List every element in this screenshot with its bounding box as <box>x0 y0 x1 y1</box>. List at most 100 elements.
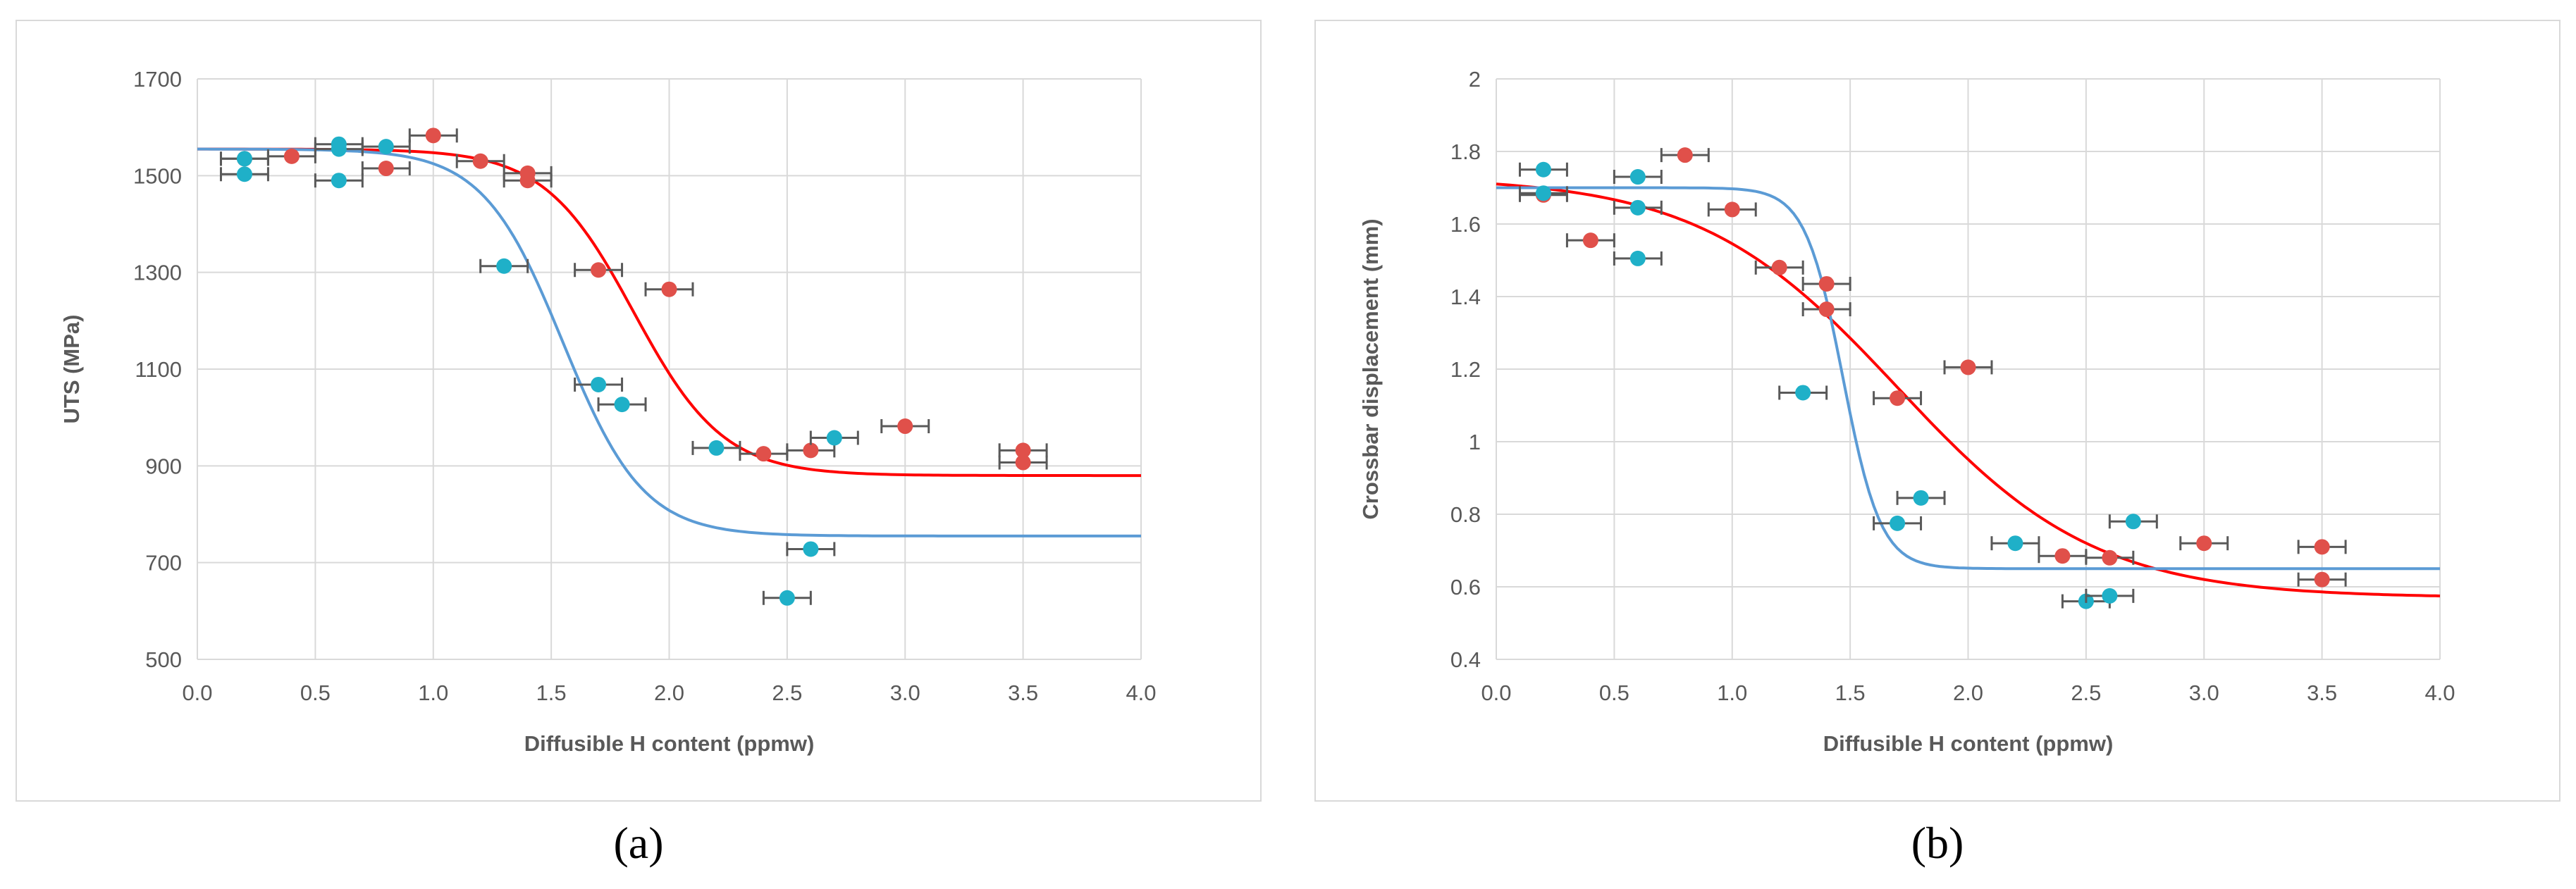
data-point-red <box>2196 535 2212 552</box>
data-point-red <box>2314 539 2330 555</box>
x-tick-label: 0.0 <box>1481 680 1511 705</box>
data-point-blue <box>331 141 347 157</box>
x-axis-title: Diffusible H content (ppmw) <box>1823 731 2114 756</box>
data-point-blue <box>1535 185 1551 201</box>
data-point-blue <box>2007 535 2023 552</box>
data-point-blue <box>1913 490 1929 506</box>
y-tick-label: 1.8 <box>1450 139 1481 164</box>
data-point-blue <box>708 440 725 456</box>
x-tick-label: 2.0 <box>1953 680 1983 705</box>
series-red <box>219 128 1048 471</box>
x-tick-label: 3.0 <box>890 680 920 705</box>
fit-curves <box>1496 182 2441 597</box>
data-point-red <box>1818 301 1835 318</box>
x-tick-label: 2.5 <box>2071 680 2101 705</box>
data-point-blue <box>331 173 347 189</box>
data-point-blue <box>1629 199 1646 216</box>
x-tick-label: 1.5 <box>1835 680 1866 705</box>
chart-panel-a: 0.0 0.5 1.0 1.5 2.0 2.5 3.0 3.5 4.0 500 700 900 1100… <box>16 20 1262 802</box>
x-tick-label: 1.0 <box>418 680 448 705</box>
crossbar-displacement-chart: 0.0 0.5 1.0 1.5 2.0 2.5 3.0 3.5 4.0 0.4 0.6 0.8 1 1.2… <box>1358 67 2455 756</box>
data-point-red <box>1015 454 1031 471</box>
gridlines <box>197 78 1142 660</box>
y-tick-label: 1700 <box>133 67 182 92</box>
y-tick-label: 2 <box>1469 67 1481 92</box>
data-point-blue <box>826 430 842 446</box>
data-point-red <box>803 442 819 459</box>
data-point-red <box>1960 359 1976 375</box>
data-point-red <box>1890 390 1906 406</box>
data-point-red <box>1582 232 1598 249</box>
data-point-red <box>1677 147 1693 163</box>
data-point-blue <box>1535 161 1551 178</box>
y-tick-label: 1.2 <box>1450 357 1481 382</box>
y-tick-label: 1.4 <box>1450 285 1481 309</box>
x-tick-label: 3.5 <box>2307 680 2337 705</box>
data-point-red <box>1771 259 1787 275</box>
blue-fit-curve <box>1496 186 2440 571</box>
data-point-red <box>1015 442 1031 459</box>
data-point-red <box>591 262 607 278</box>
data-point-blue <box>779 590 795 606</box>
data-point-blue <box>236 166 252 182</box>
caption-a: (a) <box>613 818 664 868</box>
y-tick-label: 500 <box>145 647 182 672</box>
data-point-red <box>283 148 300 164</box>
y-tick-labels: 500 700 900 1100 1300 1500 1700 <box>133 67 182 672</box>
series-red <box>1518 147 2347 588</box>
y-axis-title: UTS (MPa) <box>59 315 84 424</box>
x-tick-label: 3.5 <box>1008 680 1038 705</box>
y-tick-label: 0.8 <box>1450 502 1481 527</box>
uts-chart: 0.0 0.5 1.0 1.5 2.0 2.5 3.0 3.5 4.0 500 700 900 1100… <box>59 67 1157 756</box>
data-point-red <box>2102 549 2118 566</box>
y-tick-label: 1500 <box>133 163 182 188</box>
x-tick-label: 0.5 <box>1599 680 1629 705</box>
data-point-blue <box>1795 385 1811 401</box>
blue-fit-curve <box>197 147 1141 537</box>
caption-b: (b) <box>1911 818 1964 868</box>
y-tick-label: 1300 <box>133 261 182 285</box>
data-point-red <box>472 153 488 169</box>
data-point-blue <box>496 258 512 274</box>
data-point-red <box>756 446 772 462</box>
chart-panel-b: 0.0 0.5 1.0 1.5 2.0 2.5 3.0 3.5 4.0 0.4 0.6 0.8 1 1.2… <box>1314 20 2560 802</box>
x-tick-label: 4.0 <box>1126 680 1156 705</box>
data-point-red <box>519 173 536 189</box>
x-tick-label: 1.5 <box>536 680 567 705</box>
data-point-red <box>378 161 394 177</box>
y-tick-label: 0.6 <box>1450 575 1481 599</box>
data-point-red <box>897 418 913 435</box>
x-tick-label: 2.5 <box>772 680 802 705</box>
data-point-blue <box>803 541 819 557</box>
data-point-blue <box>236 151 252 167</box>
data-point-blue <box>1629 169 1646 185</box>
x-tick-label: 3.0 <box>2189 680 2219 705</box>
x-tick-labels: 0.0 0.5 1.0 1.5 2.0 2.5 3.0 3.5 4.0 <box>182 680 1156 705</box>
series-blue <box>1518 161 2158 609</box>
x-axis-title: Diffusible H content (ppmw) <box>524 731 815 756</box>
y-tick-label: 900 <box>145 454 182 478</box>
data-point-red <box>1818 275 1835 292</box>
x-tick-label: 2.0 <box>654 680 684 705</box>
gridlines <box>1496 78 2441 660</box>
data-point-blue <box>614 397 630 413</box>
data-point-red <box>1724 201 1740 218</box>
data-point-blue <box>1629 250 1646 266</box>
y-tick-labels: 0.4 0.6 0.8 1 1.2 1.4 1.6 1.8 2 <box>1450 67 1481 672</box>
data-point-blue <box>2125 514 2141 530</box>
data-point-blue <box>2102 588 2118 604</box>
series-blue <box>219 136 859 606</box>
data-point-blue <box>1890 515 1906 531</box>
data-point-red <box>425 128 441 144</box>
x-tick-label: 0.0 <box>182 680 212 705</box>
data-point-blue <box>591 376 607 392</box>
y-tick-label: 1 <box>1469 430 1481 454</box>
x-tick-label: 4.0 <box>2424 680 2455 705</box>
data-point-red <box>661 281 677 297</box>
x-tick-label: 0.5 <box>300 680 331 705</box>
y-tick-label: 1.6 <box>1450 212 1481 237</box>
y-tick-label: 0.4 <box>1450 647 1481 672</box>
data-point-red <box>2054 548 2071 564</box>
data-point-red <box>2314 571 2330 588</box>
data-point-blue <box>378 139 394 155</box>
